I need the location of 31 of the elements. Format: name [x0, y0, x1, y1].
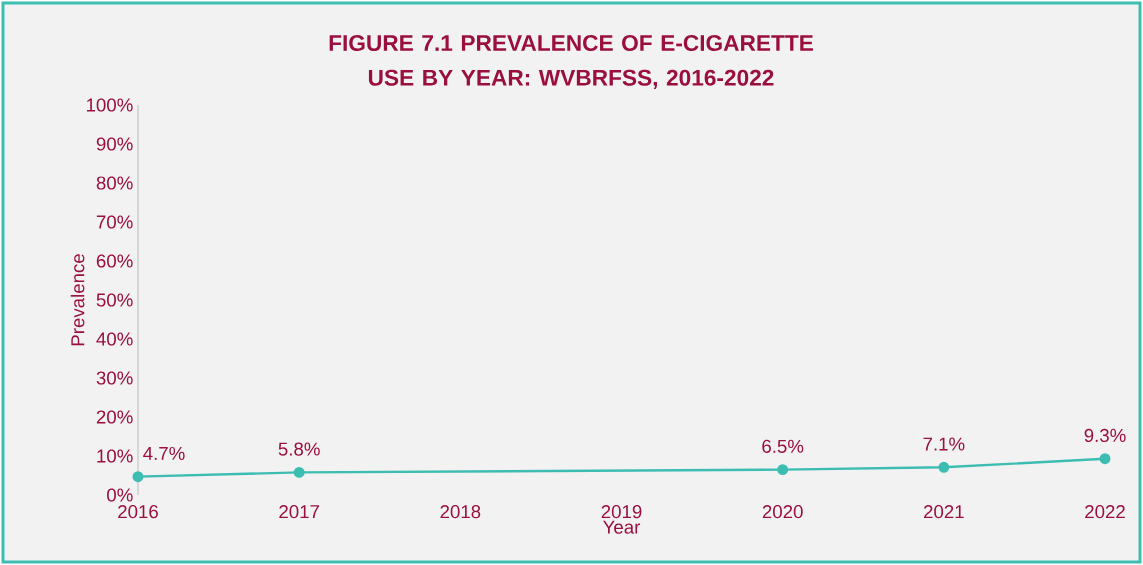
data-label: 7.1% [923, 437, 965, 451]
x-tick-label: 2022 [1085, 505, 1125, 519]
y-axis-title: Prevalence [70, 254, 85, 346]
y-tick-label: 40% [96, 332, 133, 346]
x-tick-label: 2018 [440, 505, 481, 519]
x-tick-label: 2020 [762, 505, 803, 519]
y-tick-label: 30% [96, 371, 133, 385]
x-tick-label: 2016 [118, 505, 158, 519]
y-tick-label: 70% [96, 215, 133, 229]
point [293, 466, 305, 478]
y-tick-label: 20% [96, 410, 133, 424]
point [132, 471, 144, 483]
y-tick-label: 90% [96, 137, 133, 151]
chart-title: FIGURE 7.1 PREVALENCE OF E-CIGARETTE USE BY YEAR: WVBRFSS, 2016-2022 [329, 34, 813, 89]
y-tick-label: 50% [96, 293, 133, 307]
point [938, 461, 950, 473]
x-tick-label: 2017 [279, 505, 319, 519]
y-tick-label: 100% [86, 98, 133, 112]
data-label: 9.3% [1084, 428, 1126, 443]
data-label: 5.8% [278, 442, 320, 456]
point [1099, 453, 1111, 465]
y-tick-label: 0% [107, 488, 133, 502]
y-tick-label: 60% [96, 254, 133, 268]
x-tick-label: 2021 [924, 505, 964, 519]
y-tick-label: 10% [97, 449, 133, 463]
y-tick-label: 80% [96, 176, 133, 190]
data-label: 4.7% [143, 446, 185, 460]
point [777, 464, 789, 476]
x-tick-label: 2019 [601, 505, 642, 519]
data-label: 6.5% [762, 439, 804, 453]
x-axis-title: Year [603, 520, 641, 534]
